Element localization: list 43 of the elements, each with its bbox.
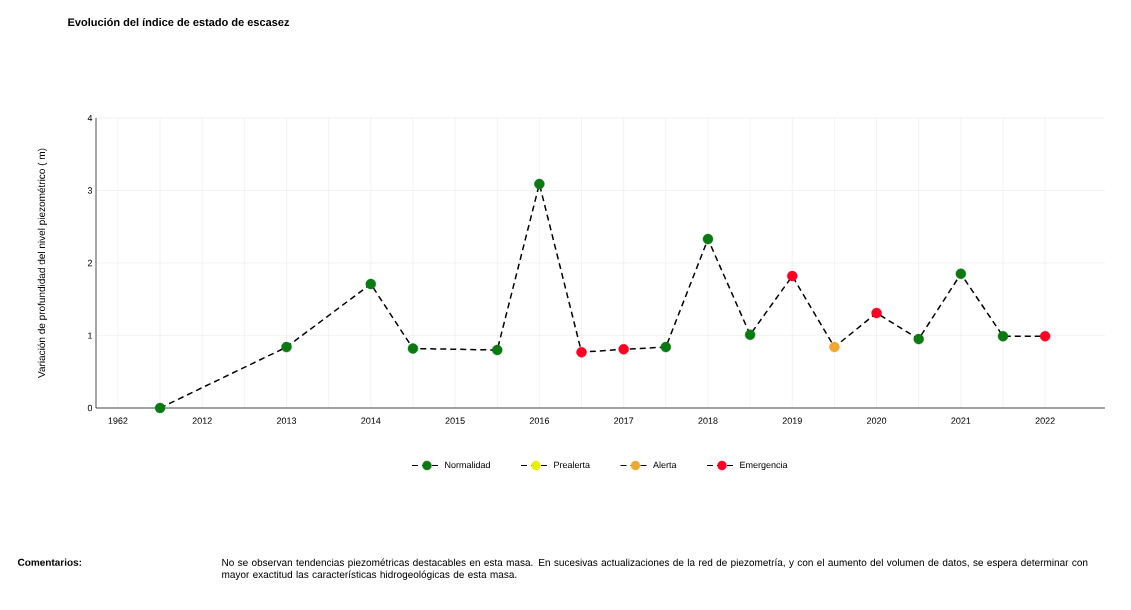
legend-label: Alerta [653,461,677,469]
point [997,331,1009,342]
x-tick-label: 2015 [445,417,465,424]
x-tick-label: 2014 [361,417,381,424]
legend-label: Prealerta [554,461,590,469]
x-tick-label: 2020 [867,417,887,424]
x-tick-label: 2012 [192,417,212,424]
point [913,333,924,345]
x-tick-label: 2021 [951,417,971,424]
x-tick-label: 2016 [529,417,549,424]
x-tick-label: 2013 [276,417,297,424]
x-tick-label: 1962 [108,417,128,424]
point [618,344,629,355]
point [576,346,587,358]
chart-title: Evolución del índice de estado de escasez [68,17,290,27]
point [407,343,419,354]
y-tick-label: 0 [87,404,93,412]
x-tick-label: 2022 [1035,417,1055,424]
point [787,270,798,282]
point [702,233,714,245]
y-tick-label: 4 [87,114,93,122]
y-axis-title: Variación de profundidad del nivel piezométrico ( m) [37,148,48,378]
legend-label: Normalidad [445,461,490,469]
x-tick-label: 2019 [782,417,802,424]
x-tick-label: 2018 [698,417,718,424]
point [281,341,292,353]
y-tick-label: 2 [87,259,93,267]
text: No se observan tendencias piezométricas destacables en esta masa. En sucesivas actualizaciones de la red de piezometría, y con el aumento del volumen de datos, se espera determinar con mayor exactitud las características hidrogeológicas de esta masa. [222,558,1088,580]
point [1039,331,1051,342]
point [365,278,376,290]
point [829,341,840,353]
point [744,329,756,340]
point [492,344,503,356]
y-tick-label: 1 [88,332,93,339]
y-tick-label: 3 [87,187,93,194]
point [534,178,545,190]
point [871,307,882,319]
point [154,402,166,414]
x-tick-label: 2017 [614,417,634,424]
point [660,341,672,353]
text: Comentarios: [17,558,82,566]
legend-label: Emergencia [740,461,788,470]
point [955,268,967,280]
